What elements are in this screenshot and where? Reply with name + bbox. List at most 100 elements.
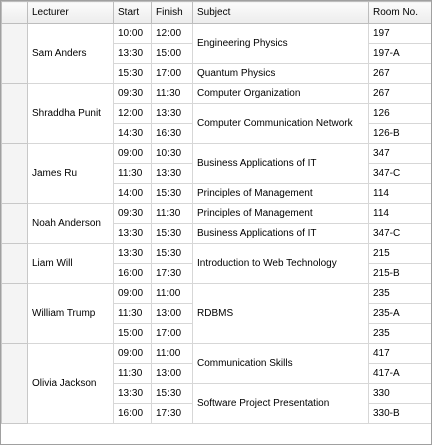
finish-time-cell[interactable]: 15:30: [151, 183, 193, 204]
table-row[interactable]: Liam Will 13:30 15:30 Introduction to Web T…: [1, 243, 431, 284]
lecturer-cell[interactable]: Liam Will: [27, 243, 114, 284]
start-time-cell[interactable]: 13:30: [113, 223, 152, 244]
start-time-cell[interactable]: 15:00: [113, 323, 152, 344]
table-row[interactable]: Shraddha Punit 09:30 11:30 Computer Organiz…: [1, 83, 431, 144]
row-header-cell[interactable]: [1, 143, 28, 204]
subject-cell[interactable]: Business Applications of IT: [192, 223, 369, 244]
column-header-room[interactable]: Room No.: [368, 1, 431, 24]
lecturer-cell[interactable]: William Trump: [27, 283, 114, 344]
row-header-cell[interactable]: [1, 243, 28, 284]
subject-cell[interactable]: Communication Skills: [192, 343, 369, 384]
subject-cell[interactable]: Business Applications of IT: [192, 143, 369, 184]
finish-time-cell[interactable]: 15:30: [151, 243, 193, 264]
table-row[interactable]: 14:00 15:30 Principles of Management 114: [2, 183, 431, 204]
room-cell[interactable]: 215: [368, 243, 431, 264]
column-header-start[interactable]: Start: [113, 1, 152, 24]
subject-cell[interactable]: Introduction to Web Technology: [192, 243, 369, 284]
start-time-cell[interactable]: 11:30: [113, 163, 152, 184]
table-row[interactable]: 13:30 15:00 197-A: [2, 43, 431, 64]
start-time-cell[interactable]: 11:30: [113, 303, 152, 324]
column-header-finish[interactable]: Finish: [151, 1, 193, 24]
subject-cell[interactable]: Quantum Physics: [192, 63, 369, 84]
finish-time-cell[interactable]: 16:30: [151, 123, 193, 144]
room-cell[interactable]: 197: [368, 23, 431, 44]
start-time-cell[interactable]: 13:30: [113, 243, 152, 264]
finish-time-cell[interactable]: 15:00: [151, 43, 193, 64]
lecturer-cell[interactable]: James Ru: [27, 143, 114, 204]
table-row[interactable]: 15:00 17:00 235: [2, 323, 431, 344]
finish-time-cell[interactable]: 13:30: [151, 163, 193, 184]
finish-time-cell[interactable]: 11:30: [151, 83, 193, 104]
finish-time-cell[interactable]: 10:30: [151, 143, 193, 164]
room-cell[interactable]: 126-B: [368, 123, 431, 144]
start-time-cell[interactable]: 09:00: [113, 283, 152, 304]
start-time-cell[interactable]: 11:30: [113, 363, 152, 384]
finish-time-cell[interactable]: 15:30: [151, 383, 193, 404]
room-cell[interactable]: 235-A: [368, 303, 431, 324]
finish-time-cell[interactable]: 12:00: [151, 23, 193, 44]
table-row[interactable]: 13:30 15:30 Software Project Presentation 3…: [2, 383, 431, 424]
table-row[interactable]: 11:30 13:00 235-A: [2, 303, 431, 324]
subject-cell[interactable]: Principles of Management: [192, 203, 369, 224]
lecturer-cell[interactable]: Olivia Jackson: [27, 343, 114, 424]
row-header-cell[interactable]: [1, 343, 28, 424]
table-row[interactable]: 11:30 13:00 417-A: [2, 363, 431, 384]
finish-time-cell[interactable]: 17:30: [151, 403, 193, 424]
start-time-cell[interactable]: 09:30: [113, 83, 152, 104]
table-row[interactable]: Sam Anders 10:00 12:00 Engineering Physics 1…: [1, 23, 431, 84]
finish-time-cell[interactable]: 11:00: [151, 283, 193, 304]
start-time-cell[interactable]: 14:00: [113, 183, 152, 204]
room-cell[interactable]: 417-A: [368, 363, 431, 384]
lecturer-cell[interactable]: Shraddha Punit: [27, 83, 114, 144]
finish-time-cell[interactable]: 13:00: [151, 363, 193, 384]
room-cell[interactable]: 235: [368, 283, 431, 304]
room-cell[interactable]: 197-A: [368, 43, 431, 64]
corner-cell[interactable]: [1, 1, 28, 24]
finish-time-cell[interactable]: 17:30: [151, 263, 193, 284]
start-time-cell[interactable]: 09:30: [113, 203, 152, 224]
column-header-lecturer[interactable]: Lecturer: [27, 1, 114, 24]
start-time-cell[interactable]: 09:00: [113, 143, 152, 164]
column-header-subject[interactable]: Subject: [192, 1, 369, 24]
subject-cell[interactable]: RDBMS: [192, 283, 369, 344]
table-row[interactable]: 16:00 17:30 330-B: [2, 403, 431, 424]
room-cell[interactable]: 267: [368, 83, 431, 104]
finish-time-cell[interactable]: 11:00: [151, 343, 193, 364]
room-cell[interactable]: 114: [368, 203, 431, 224]
lecturer-cell[interactable]: Sam Anders: [27, 23, 114, 84]
subject-cell[interactable]: Software Project Presentation: [192, 383, 369, 424]
finish-time-cell[interactable]: 13:30: [151, 103, 193, 124]
finish-time-cell[interactable]: 15:30: [151, 223, 193, 244]
room-cell[interactable]: 235: [368, 323, 431, 344]
table-row[interactable]: 16:00 17:30 215-B: [2, 263, 431, 284]
subject-cell[interactable]: Principles of Management: [192, 183, 369, 204]
room-cell[interactable]: 330-B: [368, 403, 431, 424]
finish-time-cell[interactable]: 17:00: [151, 323, 193, 344]
room-cell[interactable]: 114: [368, 183, 431, 204]
room-cell[interactable]: 347-C: [368, 223, 431, 244]
room-cell[interactable]: 347: [368, 143, 431, 164]
subject-cell[interactable]: Computer Communication Network: [192, 103, 369, 144]
start-time-cell[interactable]: 16:00: [113, 403, 152, 424]
table-row[interactable]: 11:30 13:30 347-C: [2, 163, 431, 184]
start-time-cell[interactable]: 13:30: [113, 43, 152, 64]
table-row[interactable]: Olivia Jackson 09:00 11:00 Communication Sk…: [1, 343, 431, 424]
room-cell[interactable]: 126: [368, 103, 431, 124]
table-row[interactable]: James Ru 09:00 10:30 Business Applications …: [1, 143, 431, 204]
start-time-cell[interactable]: 16:00: [113, 263, 152, 284]
start-time-cell[interactable]: 10:00: [113, 23, 152, 44]
row-header-cell[interactable]: [1, 203, 28, 244]
table-row[interactable]: William Trump 09:00 11:00 RDBMS 235: [1, 283, 431, 344]
finish-time-cell[interactable]: 13:00: [151, 303, 193, 324]
row-header-cell[interactable]: [1, 283, 28, 344]
start-time-cell[interactable]: 15:30: [113, 63, 152, 84]
room-cell[interactable]: 347-C: [368, 163, 431, 184]
start-time-cell[interactable]: 14:30: [113, 123, 152, 144]
subject-cell[interactable]: Computer Organization: [192, 83, 369, 104]
lecturer-cell[interactable]: Noah Anderson: [27, 203, 114, 244]
table-row[interactable]: 12:00 13:30 Computer Communication Network…: [2, 103, 431, 144]
finish-time-cell[interactable]: 11:30: [151, 203, 193, 224]
room-cell[interactable]: 267: [368, 63, 431, 84]
start-time-cell[interactable]: 13:30: [113, 383, 152, 404]
